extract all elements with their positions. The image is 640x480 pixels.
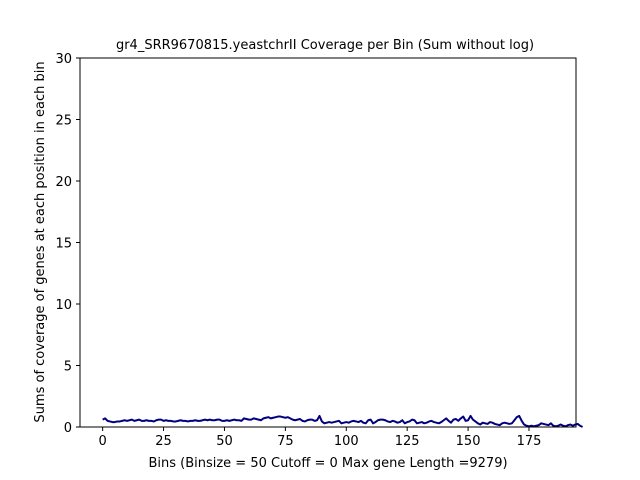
y-tick-label: 30 xyxy=(55,52,72,67)
y-tick-label: 20 xyxy=(55,175,72,190)
x-tick-label: 0 xyxy=(99,434,107,449)
coverage-series-line xyxy=(102,414,584,428)
chart-title: gr4_SRR9670815.yeastchrII Coverage per B… xyxy=(116,38,534,53)
y-tick-label: 15 xyxy=(55,237,72,252)
y-tick-label: 0 xyxy=(64,421,72,436)
y-tick-label: 10 xyxy=(55,298,72,313)
y-axis-label: Sums of coverage of genes at each positi… xyxy=(33,61,48,422)
y-tick-label: 5 xyxy=(64,360,72,375)
y-axis-ticks: 0 5 10 15 20 25 30 xyxy=(55,52,80,436)
x-tick-label: 150 xyxy=(456,434,481,449)
x-tick-label: 100 xyxy=(334,434,359,449)
x-axis-ticks: 0 25 50 75 100 125 150 175 xyxy=(99,427,542,449)
plot-area xyxy=(80,58,576,427)
plot-frame xyxy=(79,57,577,428)
x-axis-label: Bins (Binsize = 50 Cutoff = 0 Max gene L… xyxy=(148,456,507,471)
x-tick-label: 125 xyxy=(395,434,420,449)
x-tick-label: 50 xyxy=(216,434,233,449)
x-tick-label: 25 xyxy=(155,434,172,449)
y-tick-label: 25 xyxy=(55,114,72,129)
x-tick-label: 175 xyxy=(517,434,542,449)
x-tick-label: 75 xyxy=(277,434,294,449)
